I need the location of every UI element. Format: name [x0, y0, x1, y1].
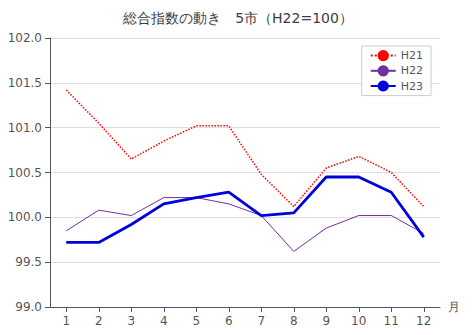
svg-text:101.0: 101.0	[8, 121, 42, 135]
svg-text:5: 5	[192, 314, 200, 328]
svg-text:9: 9	[322, 314, 330, 328]
svg-text:102.0: 102.0	[8, 31, 42, 45]
svg-text:H23: H23	[401, 80, 423, 93]
svg-text:8: 8	[290, 314, 298, 328]
svg-text:100.5: 100.5	[8, 166, 42, 180]
svg-text:3: 3	[127, 314, 135, 328]
svg-text:101.5: 101.5	[8, 76, 42, 90]
svg-text:12: 12	[416, 314, 431, 328]
svg-text:6: 6	[225, 314, 233, 328]
svg-text:10: 10	[351, 314, 366, 328]
svg-text:総合指数の動き 5市（H22=100）: 総合指数の動き 5市（H22=100）	[122, 10, 353, 26]
svg-text:1: 1	[62, 314, 70, 328]
svg-text:月: 月	[448, 300, 460, 314]
svg-text:H22: H22	[401, 64, 423, 77]
svg-text:99.5: 99.5	[15, 255, 42, 269]
svg-text:7: 7	[257, 314, 265, 328]
svg-text:100.0: 100.0	[8, 210, 42, 224]
svg-text:H21: H21	[401, 49, 423, 62]
svg-text:99.0: 99.0	[15, 300, 42, 314]
svg-text:11: 11	[384, 314, 399, 328]
svg-text:4: 4	[160, 314, 168, 328]
svg-text:2: 2	[95, 314, 103, 328]
